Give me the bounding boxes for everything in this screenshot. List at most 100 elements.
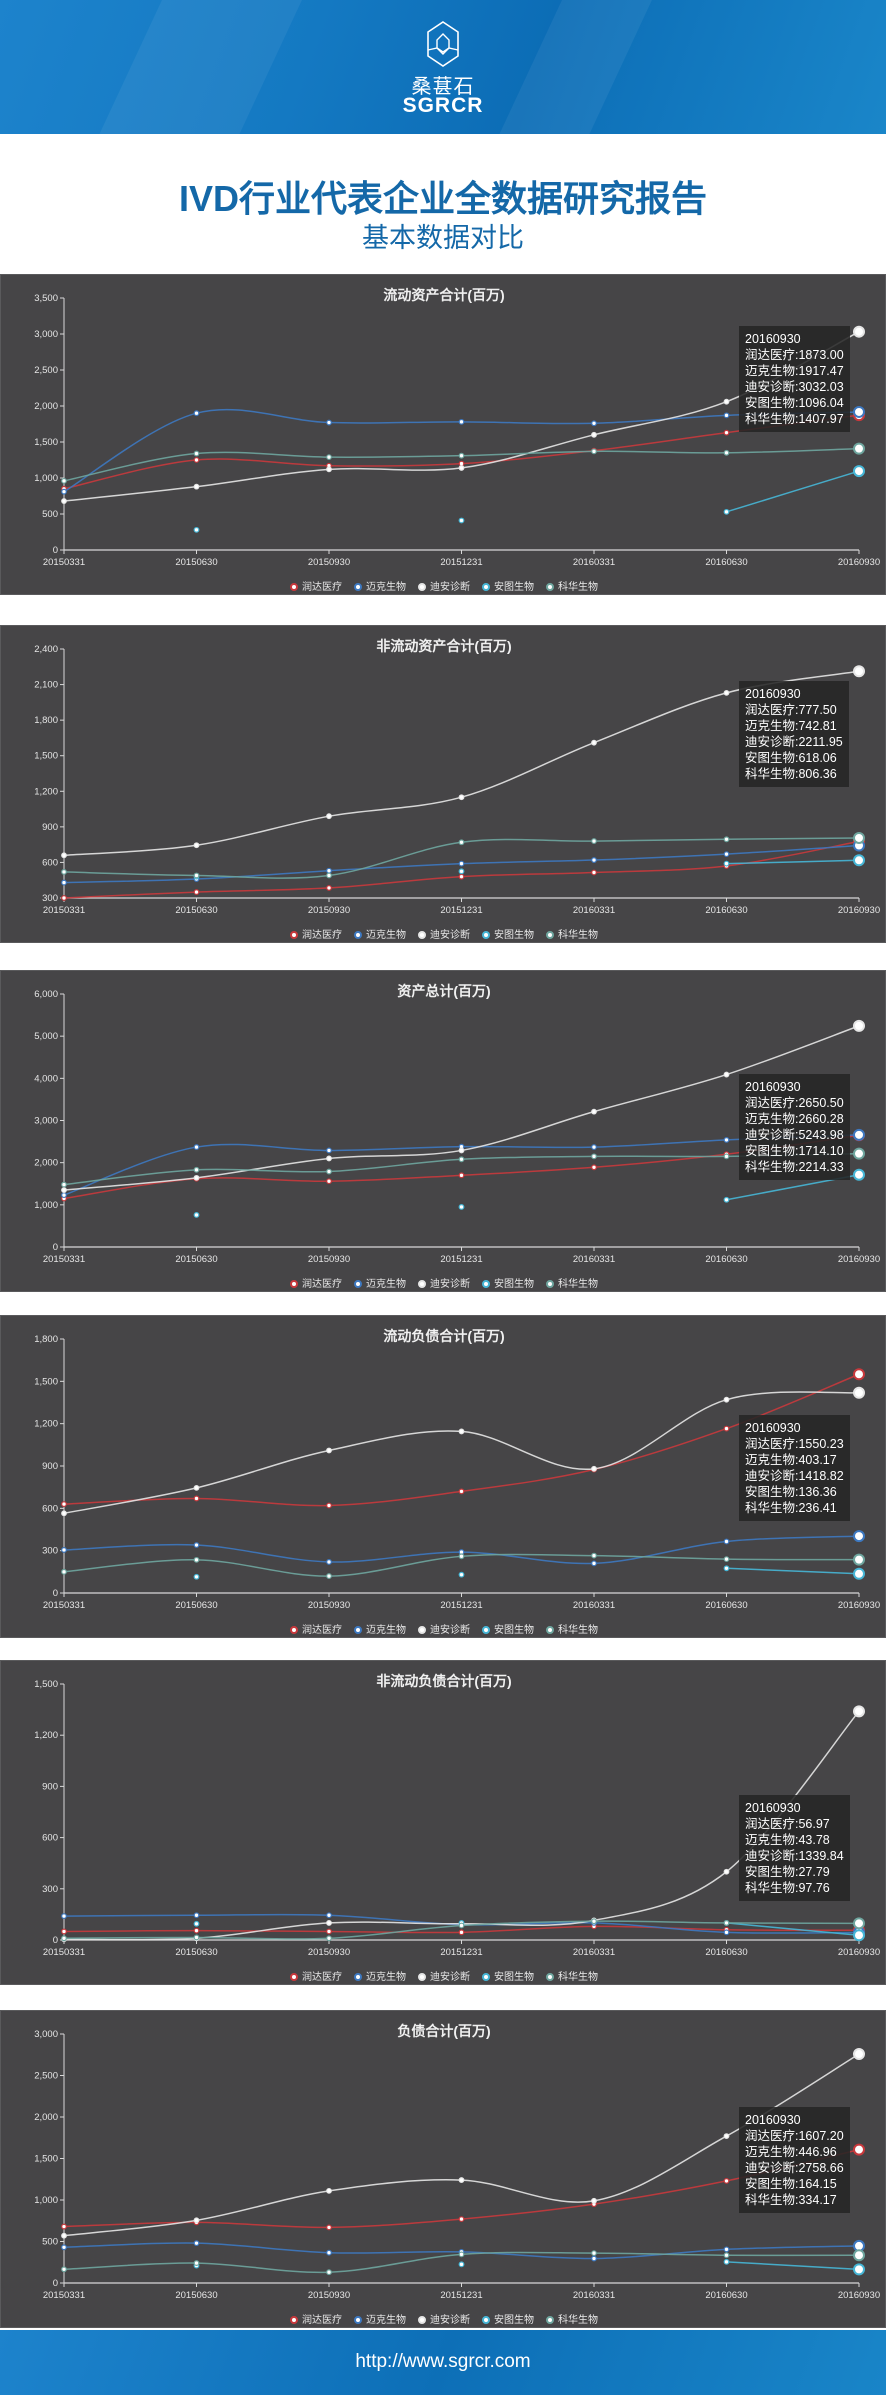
legend-item[interactable]: 润达医疗 <box>290 1621 342 1636</box>
tooltip-line: 安图生物:1714.10 <box>745 1144 844 1158</box>
data-point <box>326 1920 332 1926</box>
y-tick-label: 3,000 <box>34 1116 58 1127</box>
chart-title: 流动负债合计(百万) <box>383 1328 505 1344</box>
legend-label: 迈克生物 <box>366 2315 406 2326</box>
legend-item[interactable]: 科华生物 <box>546 926 598 941</box>
data-point <box>591 1153 597 1160</box>
tooltip-line: 安图生物:618.06 <box>745 751 837 765</box>
legend-label: 润达医疗 <box>302 930 342 941</box>
legend-marker-icon <box>290 1973 298 1982</box>
data-point <box>193 889 200 895</box>
legend-item[interactable]: 迈克生物 <box>354 1968 406 1983</box>
x-tick-label: 20160630 <box>705 1254 747 1265</box>
tooltip-line: 迪安诊断:3032.03 <box>745 380 844 394</box>
legend-marker-icon <box>290 1280 298 1289</box>
legend-label: 迈克生物 <box>366 1625 406 1636</box>
x-tick-label: 20150930 <box>308 1254 350 1265</box>
legend-item[interactable]: 润达医疗 <box>290 1275 342 1290</box>
data-point <box>61 1187 67 1193</box>
legend-label: 科华生物 <box>558 1279 598 1290</box>
legend-marker-icon <box>418 1626 426 1635</box>
legend-item[interactable]: 迈克生物 <box>354 1275 406 1290</box>
data-point <box>723 1565 730 1572</box>
legend-item[interactable]: 迪安诊断 <box>418 2311 470 2326</box>
legend-item[interactable]: 科华生物 <box>546 1275 598 1290</box>
x-tick-label: 20150630 <box>175 905 217 916</box>
data-point <box>723 449 730 456</box>
data-point <box>853 1386 865 1399</box>
legend-label: 迈克生物 <box>366 582 406 593</box>
data-point <box>723 2246 730 2253</box>
data-point <box>853 1019 865 1032</box>
x-tick-label: 20151231 <box>440 1254 482 1265</box>
legend-item[interactable]: 安图生物 <box>482 926 534 941</box>
line-chart: 0 300 600 900 1,200 1,500 20150331 20150630 2015… <box>34 1679 880 1958</box>
legend-marker-icon <box>418 1973 426 1982</box>
series-5 <box>61 442 865 484</box>
legend-marker-icon <box>354 931 362 940</box>
data-point <box>853 405 865 418</box>
series-4 <box>193 465 865 533</box>
data-point <box>193 526 200 533</box>
y-tick-label: 1,200 <box>34 1419 58 1430</box>
data-point <box>458 868 465 875</box>
y-tick-label: 3,500 <box>34 293 58 304</box>
x-tick-label: 20150331 <box>43 1254 85 1265</box>
data-point <box>326 1502 332 1509</box>
data-point <box>326 2224 332 2231</box>
data-point <box>723 2252 730 2259</box>
data-point <box>853 831 865 844</box>
legend-item[interactable]: 安图生物 <box>482 1621 534 1636</box>
data-point <box>61 1510 67 1517</box>
legend-item[interactable]: 润达医疗 <box>290 2311 342 2326</box>
header-banner: 桑葚石 SGRCR <box>0 0 886 134</box>
legend-item[interactable]: 科华生物 <box>546 1621 598 1636</box>
legend-item[interactable]: 迪安诊断 <box>418 1968 470 1983</box>
data-point <box>458 1553 465 1560</box>
tooltip-line: 安图生物:1096.04 <box>745 396 844 410</box>
legend-item[interactable]: 迈克生物 <box>354 2311 406 2326</box>
data-point <box>458 839 465 846</box>
legend-label: 安图生物 <box>494 582 534 593</box>
legend-item[interactable]: 迪安诊断 <box>418 926 470 941</box>
legend-item[interactable]: 科华生物 <box>546 2311 598 2326</box>
tooltip-line: 科华生物:1407.97 <box>745 412 844 426</box>
legend-label: 安图生物 <box>494 930 534 941</box>
legend-item[interactable]: 安图生物 <box>482 578 534 593</box>
legend-item[interactable]: 润达医疗 <box>290 926 342 941</box>
tooltip-title: 20160930 <box>745 332 801 346</box>
legend-marker-icon <box>482 931 490 940</box>
legend-item[interactable]: 迈克生物 <box>354 926 406 941</box>
legend-item[interactable]: 迪安诊断 <box>418 1621 470 1636</box>
report-title: IVD行业代表企业全数据研究报告 <box>178 178 707 219</box>
x-tick-label: 20160331 <box>573 1947 615 1958</box>
legend-item[interactable]: 润达医疗 <box>290 578 342 593</box>
y-tick-label: 300 <box>42 1884 58 1895</box>
data-point <box>193 1556 200 1563</box>
data-point <box>458 418 465 425</box>
legend-item[interactable]: 安图生物 <box>482 2311 534 2326</box>
data-point <box>61 488 67 495</box>
data-point <box>853 1553 865 1566</box>
legend-item[interactable]: 科华生物 <box>546 1968 598 1983</box>
y-tick-label: 5,000 <box>34 1031 58 1042</box>
legend-item[interactable]: 迈克生物 <box>354 578 406 593</box>
legend-item[interactable]: 科华生物 <box>546 578 598 593</box>
legend-item[interactable]: 迪安诊断 <box>418 578 470 593</box>
legend-item[interactable]: 迈克生物 <box>354 1621 406 1636</box>
footer-url-link[interactable]: http://www.sgrcr.com <box>355 2351 531 2372</box>
series-line <box>726 1922 860 1937</box>
legend-item[interactable]: 安图生物 <box>482 1275 534 1290</box>
legend-label: 润达医疗 <box>302 1625 342 1636</box>
y-tick-label: 1,200 <box>34 786 58 797</box>
series-3 <box>61 2048 865 2239</box>
x-tick-label: 20150930 <box>308 1600 350 1611</box>
legend-item[interactable]: 迪安诊断 <box>418 1275 470 1290</box>
x-tick-label: 20150630 <box>175 1254 217 1265</box>
data-point <box>61 2266 67 2273</box>
legend-item[interactable]: 安图生物 <box>482 1968 534 1983</box>
legend-item[interactable]: 润达医疗 <box>290 1968 342 1983</box>
legend-marker-icon <box>354 583 362 592</box>
chart-title: 非流动资产合计(百万) <box>376 638 512 654</box>
data-point <box>193 2217 200 2224</box>
